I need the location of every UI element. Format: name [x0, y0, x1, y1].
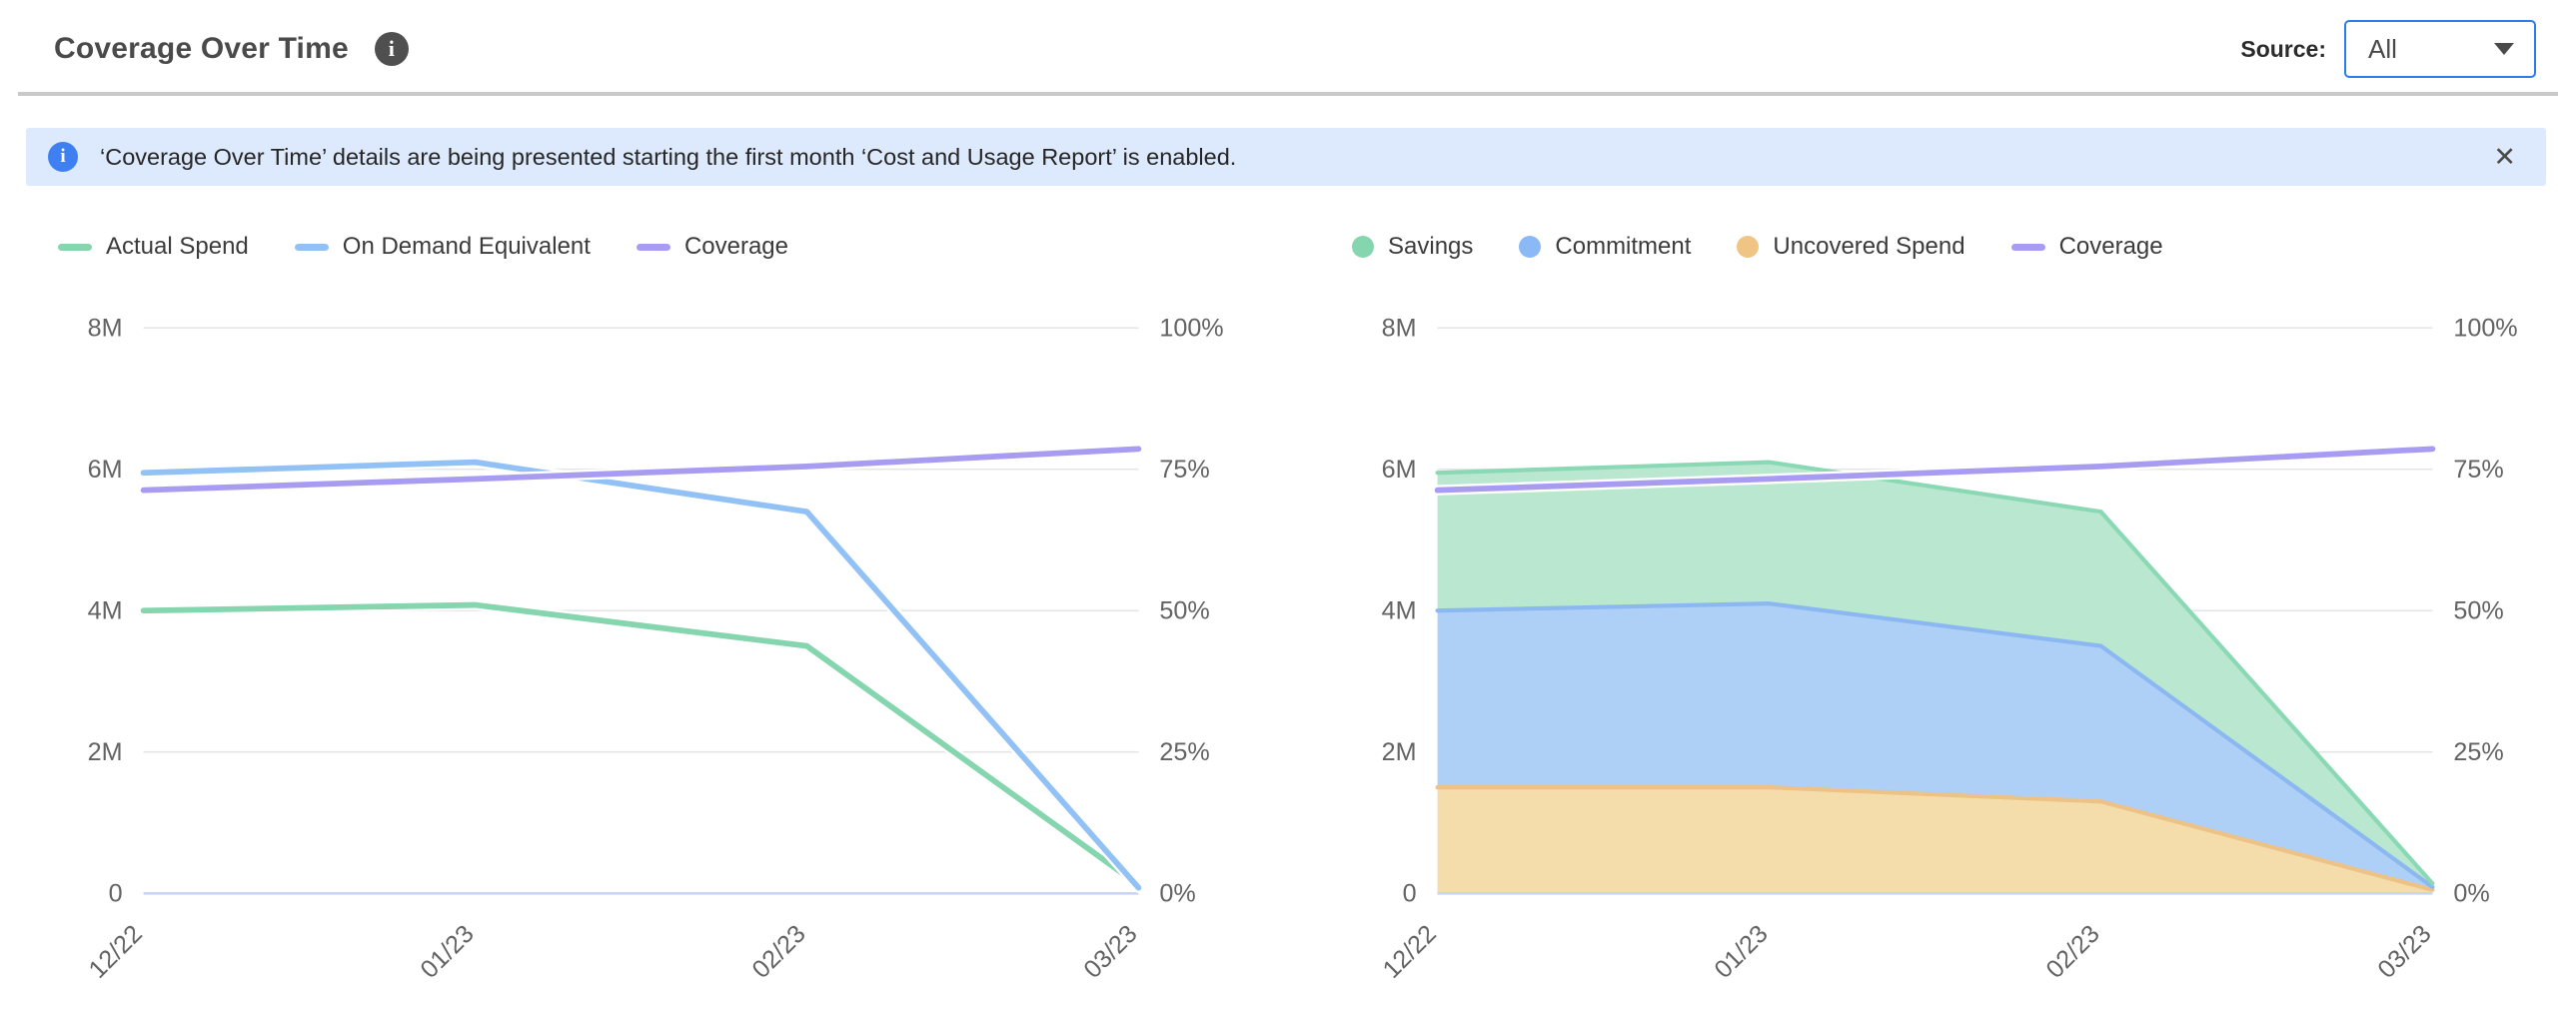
x-axis-label: 03/23 — [1078, 920, 1142, 984]
info-icon[interactable]: i — [374, 32, 409, 66]
legend-swatch-line — [294, 243, 329, 251]
y-axis-right-label: 25% — [2453, 738, 2503, 766]
y-axis-right-label: 50% — [1159, 597, 1209, 625]
y-axis-right-label: 75% — [1159, 456, 1209, 484]
legend-swatch-line — [2010, 243, 2045, 251]
series-line-halo — [138, 457, 1144, 893]
y-axis-left-label: 4M — [1382, 597, 1417, 625]
legend-label: Uncovered Spend — [1773, 233, 1965, 260]
legend-item-coverage[interactable]: Coverage — [636, 233, 788, 261]
x-axis-label: 02/23 — [746, 920, 810, 984]
series-area-uncovered-spend — [1437, 787, 2433, 894]
close-icon[interactable]: ✕ — [2489, 140, 2520, 175]
chart-legend: Savings Commitment Uncovered Spend Coverage — [1352, 232, 2532, 262]
series-line-on-demand-equivalent — [140, 459, 1142, 891]
series-area-stroke-commitment — [1435, 601, 2435, 889]
y-axis-right-label: 75% — [2453, 456, 2503, 484]
legend-item-coverage[interactable]: Coverage — [2010, 233, 2163, 261]
chevron-down-icon — [2494, 43, 2514, 55]
x-axis-label: 01/23 — [1709, 920, 1773, 984]
series-line-coverage — [140, 446, 1142, 494]
legend-label: Coverage — [683, 233, 788, 260]
y-axis-left-label: 2M — [1382, 738, 1417, 766]
y-axis-left-label: 4M — [88, 597, 123, 625]
y-axis-right-label: 0% — [2453, 880, 2489, 908]
source-filter: Source: All — [2240, 20, 2536, 78]
info-icon: i — [48, 142, 78, 172]
y-axis-left-label: 6M — [88, 456, 123, 484]
y-axis-left-label: 8M — [88, 315, 123, 343]
series-line-halo — [138, 599, 1144, 891]
source-dropdown[interactable]: All — [2344, 20, 2536, 78]
x-axis-label: 12/22 — [1378, 920, 1442, 984]
source-label: Source: — [2240, 35, 2326, 62]
x-axis-label: 01/23 — [415, 920, 479, 984]
y-axis-left-label: 0 — [109, 880, 123, 908]
spend-line-chart-panel: Actual Spend On Demand Equivalent Coverage… — [44, 232, 1238, 988]
series-area-savings — [1437, 462, 2433, 887]
legend-swatch-circle — [1519, 236, 1542, 258]
legend-swatch-circle — [1737, 236, 1760, 258]
header-divider — [18, 92, 2558, 96]
y-axis-left-label: 0 — [1403, 880, 1417, 908]
legend-swatch-circle — [1352, 236, 1374, 258]
y-axis-right-label: 25% — [1159, 738, 1209, 766]
title-wrap: Coverage Over Time i — [54, 32, 409, 66]
x-axis-label: 12/22 — [84, 920, 148, 984]
legend-label: On Demand Equivalent — [342, 233, 591, 260]
legend-label: Commitment — [1555, 233, 1692, 260]
coverage-area-chart[interactable]: 0 0% 2M 25% 4M 50% 6M 75% 8M 100% 12/22 01/23 02/23 0… — [1338, 302, 2532, 988]
chart-legend: Actual Spend On Demand Equivalent Coverage — [58, 232, 1238, 262]
x-axis-label: 02/23 — [2040, 920, 2104, 984]
y-axis-left-label: 8M — [1382, 315, 1417, 343]
legend-item-actual-spend[interactable]: Actual Spend — [58, 233, 249, 261]
spend-line-chart[interactable]: 0 0% 2M 25% 4M 50% 6M 75% 8M 100% 12/22 01/23 02/23 0… — [44, 302, 1238, 988]
coverage-area-chart-panel: Savings Commitment Uncovered Spend Coverage… — [1338, 232, 2532, 988]
info-banner: i ‘Coverage Over Time’ details are being… — [26, 128, 2546, 186]
legend-label: Coverage — [2058, 233, 2163, 260]
header: Coverage Over Time i Source: All — [0, 0, 2576, 92]
legend-item-uncovered-spend[interactable]: Uncovered Spend — [1737, 233, 1965, 261]
legend-item-on-demand-equivalent[interactable]: On Demand Equivalent — [294, 233, 591, 261]
y-axis-right-label: 100% — [2453, 315, 2517, 343]
page-title: Coverage Over Time — [54, 32, 349, 65]
y-axis-right-label: 0% — [1159, 880, 1195, 908]
charts-row: Actual Spend On Demand Equivalent Coverage… — [0, 232, 2576, 988]
y-axis-right-label: 50% — [2453, 597, 2503, 625]
series-line-actual-spend — [140, 601, 1142, 888]
banner-text: ‘Coverage Over Time’ details are being p… — [100, 143, 1237, 170]
legend-label: Actual Spend — [106, 233, 249, 260]
series-area-commitment — [1437, 603, 2433, 890]
x-axis-label: 03/23 — [2372, 920, 2436, 984]
y-axis-left-label: 6M — [1382, 456, 1417, 484]
y-axis-right-label: 100% — [1159, 315, 1223, 343]
legend-swatch-line — [636, 243, 670, 251]
legend-item-commitment[interactable]: Commitment — [1519, 233, 1691, 261]
series-area-stroke-savings — [1435, 460, 2435, 886]
series-line-coverage — [1434, 446, 2436, 494]
source-dropdown-value: All — [2368, 33, 2397, 64]
legend-item-savings[interactable]: Savings — [1352, 233, 1473, 261]
legend-label: Savings — [1388, 233, 1474, 260]
legend-swatch-line — [58, 243, 92, 251]
series-area-stroke-uncovered-spend — [1435, 785, 2435, 892]
y-axis-left-label: 2M — [88, 738, 123, 766]
